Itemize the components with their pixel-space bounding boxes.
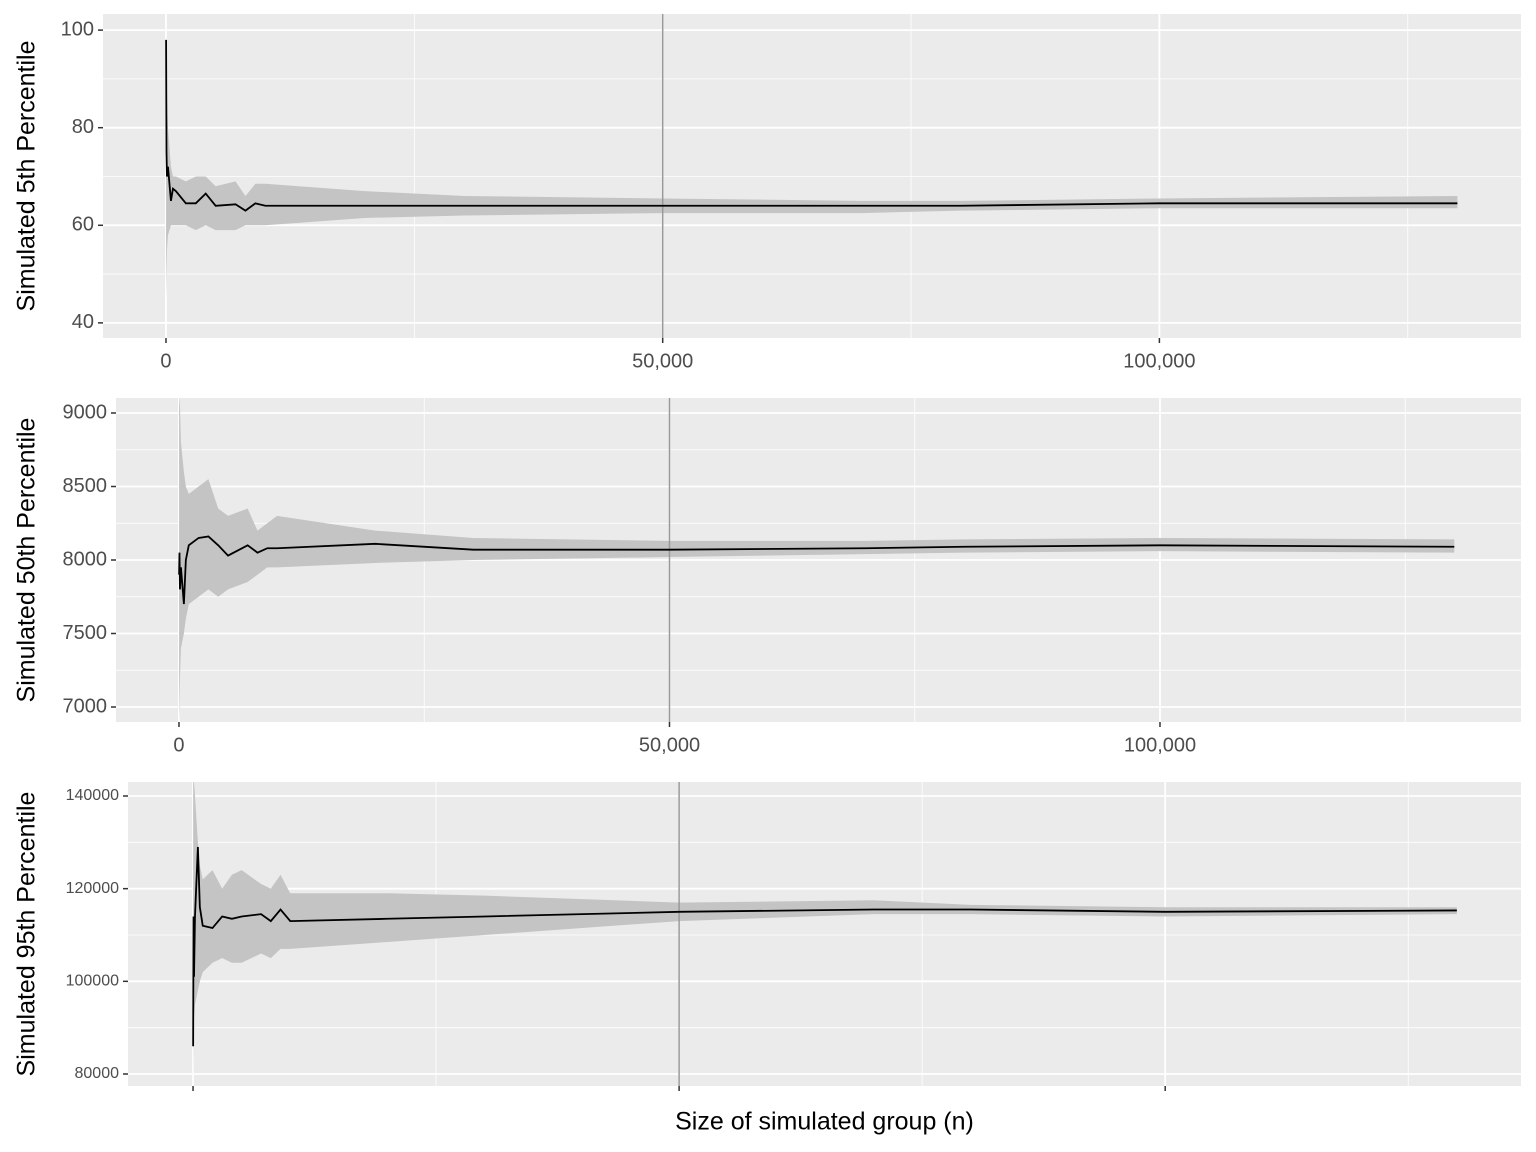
y-tick-label: 8000 [63, 548, 108, 570]
y-axis-title: Simulated 50th Percentile [13, 418, 41, 703]
y-tick-label: 40 [72, 311, 94, 333]
x-tick-label: 100,000 [1123, 350, 1195, 372]
y-tick-label: 60 [72, 214, 94, 236]
x-tick-label: 0 [160, 350, 171, 372]
y-tick-label: 100 [61, 18, 94, 40]
y-tick-label: 120000 [66, 880, 119, 897]
line [178, 535, 1455, 605]
y-tick-label: 7500 [63, 622, 108, 644]
y-tick-label: 9000 [63, 401, 108, 423]
line [192, 846, 1457, 1047]
confidence-band [193, 782, 1457, 1084]
y-tick-label: 140000 [66, 787, 119, 804]
panel-background [103, 14, 1521, 338]
y-tick-label: 80000 [75, 1065, 120, 1082]
y-tick-label: 7000 [63, 695, 108, 717]
x-tick-label: 50,000 [632, 350, 693, 372]
line [165, 39, 1458, 212]
x-tick-label: 100,000 [1124, 734, 1196, 756]
confidence-band [179, 398, 1455, 722]
y-axis-title: Simulated 5th Percentile [13, 41, 41, 312]
x-axis-title: Size of simulated group (n) [675, 1108, 974, 1136]
x-tick-label: 0 [173, 734, 184, 756]
y-tick-label: 100000 [66, 973, 119, 990]
y-tick-label: 80 [72, 116, 94, 138]
y-tick-label: 8500 [63, 475, 108, 497]
x-tick-label: 50,000 [639, 734, 700, 756]
y-axis-title: Simulated 95th Percentile [13, 792, 41, 1077]
